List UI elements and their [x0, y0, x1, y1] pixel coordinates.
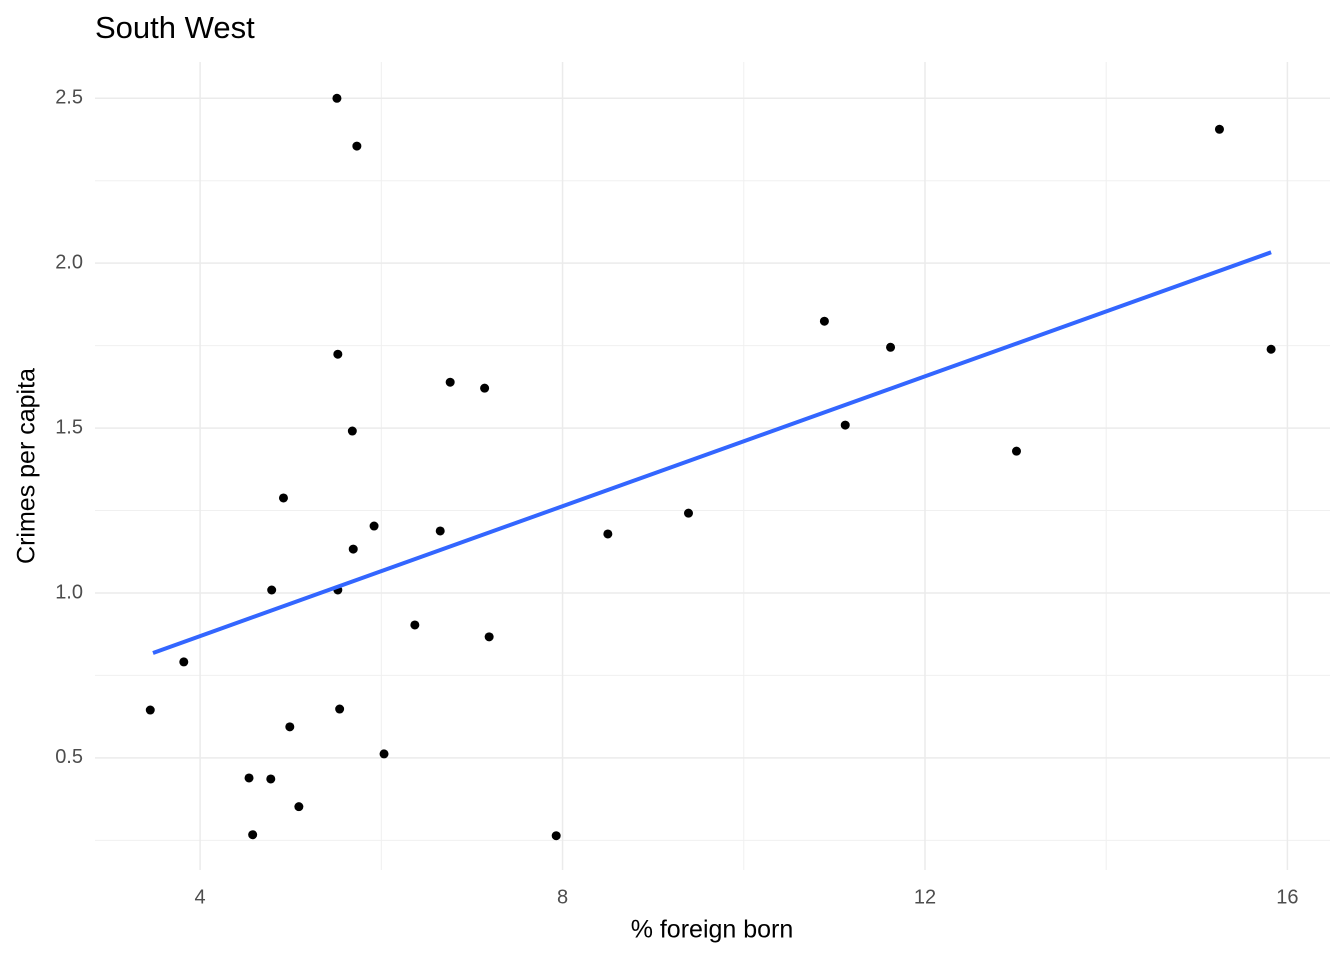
point	[886, 342, 896, 352]
point	[278, 493, 288, 503]
x-tick-label: 8	[557, 886, 568, 908]
y-tick-label: 1.0	[55, 581, 83, 603]
point	[551, 831, 561, 841]
point	[244, 773, 254, 783]
trend-line	[152, 250, 1272, 655]
x-tick-label: 4	[195, 886, 206, 908]
y-tick-label: 0.5	[55, 746, 83, 768]
point	[335, 704, 345, 714]
y-tick-label: 2.0	[55, 251, 83, 273]
point	[333, 349, 343, 359]
point	[819, 316, 829, 326]
point	[603, 529, 613, 539]
point	[840, 420, 850, 430]
point	[1266, 344, 1276, 354]
point	[179, 657, 189, 667]
y-axis-label: Crimes per capita	[13, 368, 41, 564]
point	[480, 383, 490, 393]
y-tick-label: 2.5	[55, 87, 83, 109]
point	[484, 632, 494, 642]
point	[1214, 124, 1224, 134]
point	[1011, 446, 1021, 456]
y-tick-label: 1.5	[55, 416, 83, 438]
point	[435, 526, 445, 536]
point	[285, 722, 295, 732]
chart-title: South West	[95, 10, 255, 45]
point	[332, 93, 342, 103]
point	[683, 508, 693, 518]
point	[248, 830, 258, 840]
x-tick-label: 12	[914, 886, 936, 908]
point	[266, 774, 276, 784]
point	[369, 521, 379, 531]
x-axis-label: % foreign born	[631, 916, 794, 944]
point	[267, 585, 277, 595]
point	[379, 749, 389, 759]
point	[445, 377, 455, 387]
point	[294, 802, 304, 812]
point	[348, 544, 358, 554]
point	[352, 141, 362, 151]
point	[145, 705, 155, 715]
point	[347, 426, 357, 436]
point	[410, 620, 420, 630]
x-tick-label: 16	[1276, 886, 1298, 908]
